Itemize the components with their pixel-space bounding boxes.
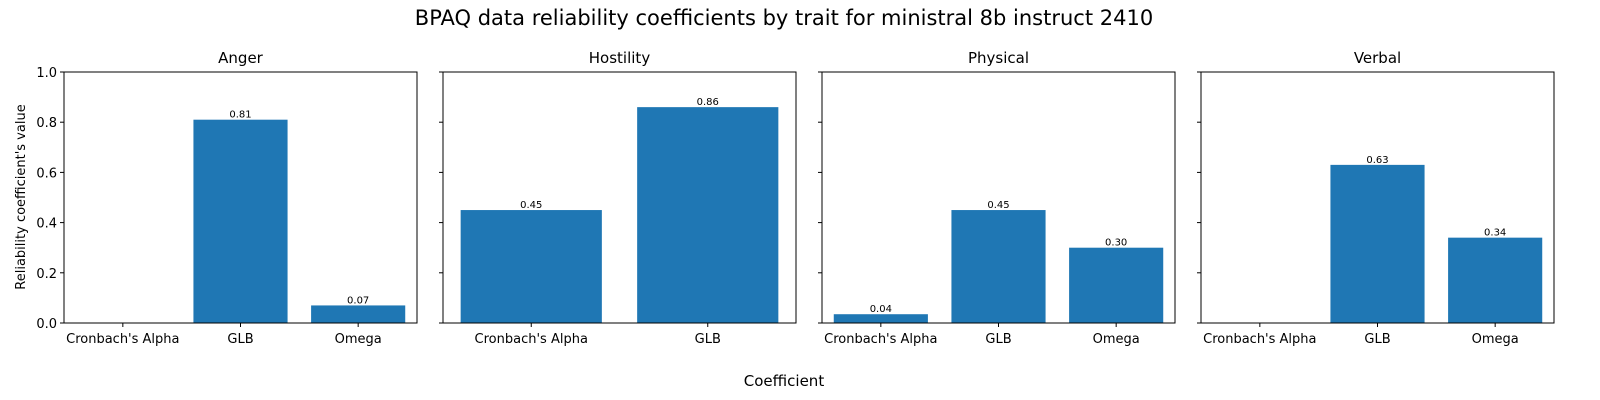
axes-frame [1200,71,1555,324]
y-tick-label: 0.0 [36,317,57,332]
x-axis-label: Coefficient [744,372,825,390]
bar-value-label: 0.07 [347,295,369,306]
subplot-panels: Anger Cronbach's Alpha 0.81 GLB 0.07 Omega 0.0… [36,49,1555,347]
subplot-verbal: Verbal Cronbach's Alpha 0.63 GLB 0.34 Omega [1197,49,1555,347]
bar-verbal-2 [1448,237,1543,323]
bar-physical-2 [1069,247,1164,323]
x-tick-label: Omega [1472,332,1519,347]
bar-hostility-0 [460,210,602,323]
axes-frame [63,71,418,324]
y-tick-label: 0.2 [36,267,57,282]
axes-frame [442,71,797,324]
subplot-title-verbal: Verbal [1354,49,1401,67]
x-tick-label: Omega [1093,332,1140,347]
x-tick-label: Omega [335,332,382,347]
y-tick-label: 0.6 [36,166,57,181]
bar-value-label: 0.04 [870,304,892,315]
bar-hostility-1 [637,107,779,323]
bar-physical-1 [951,210,1046,323]
x-tick-label: GLB [227,332,253,347]
figure-title: BPAQ data reliability coefficients by tr… [415,6,1153,30]
x-tick-label: Cronbach's Alpha [824,332,937,347]
bar-value-label: 0.30 [1105,238,1127,249]
x-tick-label: Cronbach's Alpha [475,332,588,347]
y-axis-label: Reliability coefficient's value [14,104,29,289]
bar-value-label: 0.81 [229,110,251,121]
axes-frame [821,71,1176,324]
subplot-title-hostility: Hostility [589,49,651,67]
subplot-physical: Physical 0.04 Cronbach's Alpha 0.45 GLB 0.30 O… [818,49,1176,347]
bar-value-label: 0.45 [520,200,542,211]
bar-physical-0 [833,314,928,323]
y-tick-label: 0.8 [36,116,57,131]
bar-value-label: 0.63 [1366,155,1388,166]
x-tick-label: GLB [1364,332,1390,347]
bar-value-label: 0.86 [697,97,719,108]
bar-verbal-1 [1330,164,1425,323]
subplot-anger: Anger Cronbach's Alpha 0.81 GLB 0.07 Omega 0.0… [36,49,418,347]
subplot-title-physical: Physical [968,49,1029,67]
subplot-hostility: Hostility 0.45 Cronbach's Alpha 0.86 GLB [439,49,797,347]
subplot-title-anger: Anger [218,49,264,67]
bar-anger-1 [193,119,288,323]
bar-value-label: 0.34 [1484,228,1506,239]
x-tick-label: GLB [985,332,1011,347]
x-tick-label: GLB [695,332,721,347]
x-tick-label: Cronbach's Alpha [1203,332,1316,347]
y-tick-label: 1.0 [36,66,57,81]
y-tick-label: 0.4 [36,217,57,232]
bar-anger-2 [311,305,406,323]
x-tick-label: Cronbach's Alpha [66,332,179,347]
bar-value-label: 0.45 [987,200,1009,211]
